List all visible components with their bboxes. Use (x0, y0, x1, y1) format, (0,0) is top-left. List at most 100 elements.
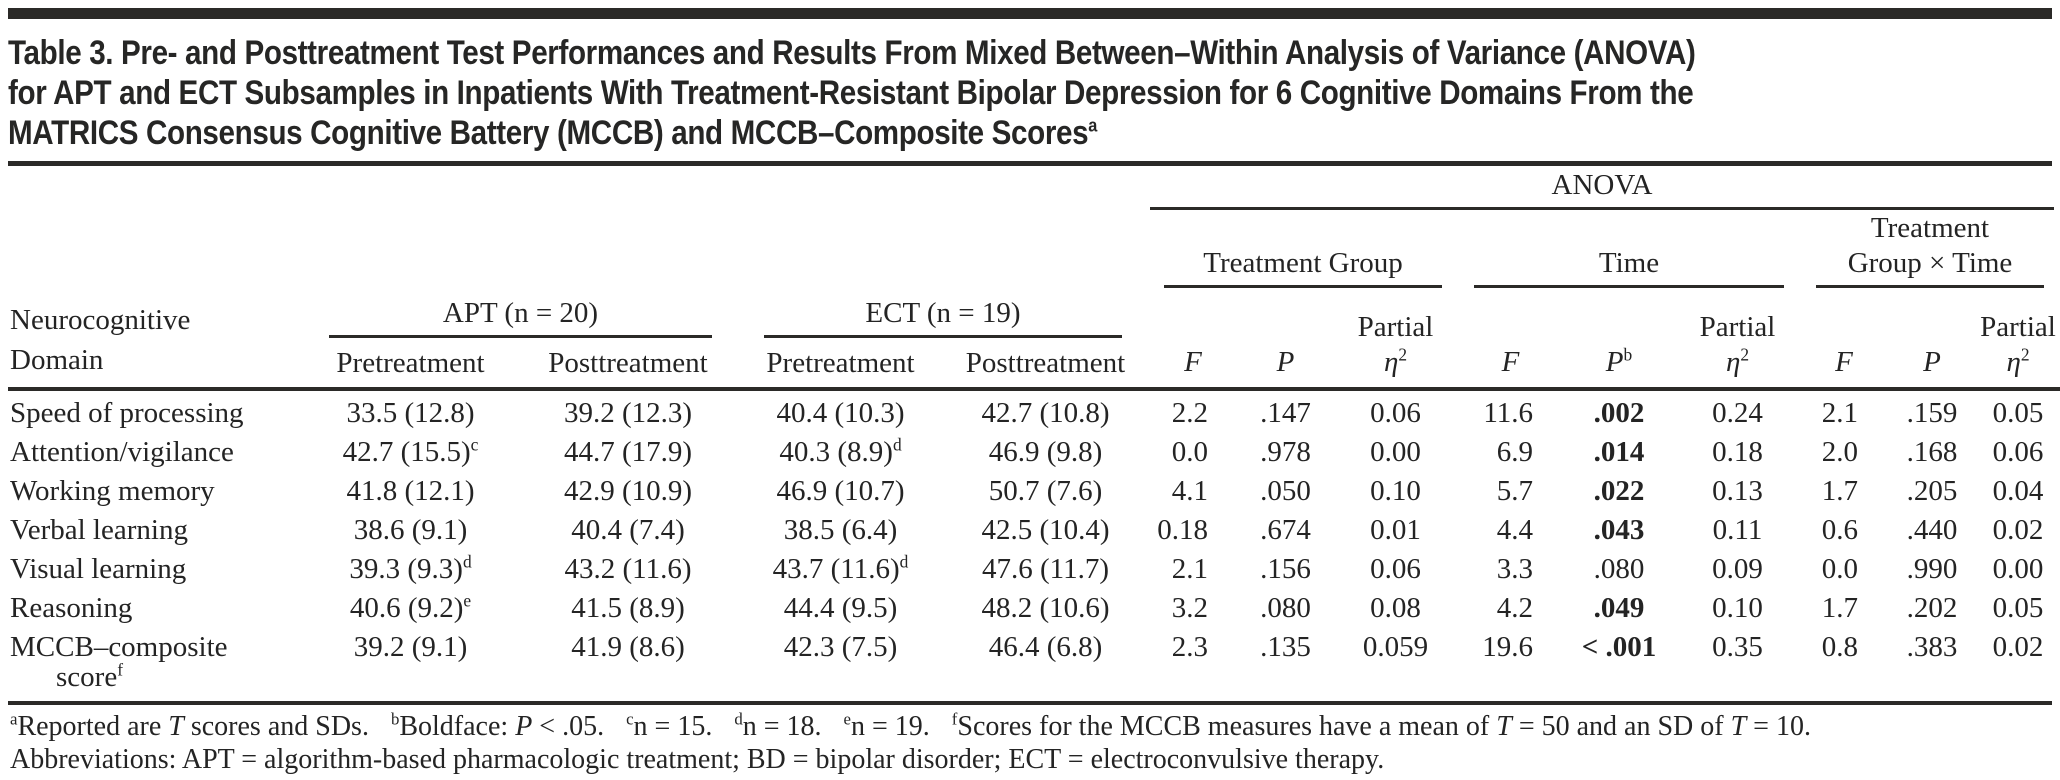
domain-cell: Verbal learning (10, 514, 188, 546)
time-spanner: Time (1458, 210, 1800, 288)
apt-pre-cell: 33.5 (12.8) (303, 387, 518, 433)
time-p-cell: < .001 (1581, 631, 1657, 663)
tg-eta-cell: 0.06 (1370, 553, 1421, 585)
time-f-cell: 4.2 (1496, 592, 1533, 624)
tg-p-cell: .050 (1260, 475, 1311, 507)
tg-f-cell: 2.3 (1171, 631, 1208, 663)
footnotes: aReported are T scores and SDs. bBoldfac… (8, 710, 2052, 776)
results-table: ANOVA Treatment Group Time Treatment Gro… (8, 166, 2060, 697)
footnote-c: cn = 15. (626, 709, 713, 742)
title-line-2: for APT and ECT Subsamples in Inpatients… (8, 74, 1694, 112)
row-working-memory: Working memory 41.8 (12.1) 42.9 (10.9) 4… (8, 472, 2060, 511)
gx-eta-cell: 0.04 (1992, 475, 2044, 507)
footnote-d: dn = 18. (734, 709, 822, 742)
tg-f-cell: 2.2 (1148, 387, 1238, 433)
apt-pre-cell: 39.2 (9.1) (353, 631, 468, 663)
gx-p-cell: .159 (1888, 387, 1976, 433)
time-p-cell: .080 (1593, 553, 1645, 585)
gx-p-cell: .205 (1906, 475, 1958, 507)
time-p-cell: .014 (1593, 436, 1645, 468)
apt-post-cell: 40.4 (7.4) (571, 514, 685, 546)
ect-post-cell: 48.2 (10.6) (981, 592, 1110, 624)
effect-spanner-row: Treatment Group Time Treatment Group × T… (8, 210, 2060, 288)
tg-f-cell: 0.18 (1157, 514, 1208, 546)
time-f-header: F (1501, 346, 1520, 378)
ect-pre-cell: 46.9 (10.7) (776, 475, 905, 507)
domain-cell: Working memory (10, 475, 215, 507)
ect-pre-cell: 43.7 (11.6)d (772, 551, 909, 585)
ect-pre-cell: 44.4 (9.5) (783, 592, 898, 624)
footnote-a: aReported are T scores and SDs. (10, 709, 369, 742)
anova-spanner: ANOVA (1148, 166, 2060, 210)
tg-f-header: F (1184, 346, 1202, 378)
apt-pre-cell: 40.6 (9.2)e (349, 590, 472, 624)
apt-post-cell: 41.5 (8.9) (571, 592, 685, 624)
apt-post-cell: 44.7 (17.9) (563, 436, 693, 468)
domain-column-header: Neurocognitive Domain (10, 304, 191, 376)
gx-p-cell: .990 (1906, 553, 1958, 585)
header-spacer (8, 210, 1148, 288)
tg-p-cell: .674 (1260, 514, 1311, 546)
apt-pre-cell: 42.7 (15.5)c (342, 434, 479, 468)
header-spacer (8, 166, 1148, 210)
apt-post-cell: 42.9 (10.9) (563, 475, 693, 507)
title-line-3: MATRICS Consensus Cognitive Battery (MCC… (8, 114, 1097, 152)
ect-pre-cell: 40.4 (10.3) (738, 387, 943, 433)
tg-f-cell: 0.0 (1171, 436, 1208, 468)
table-body: Speed of processing 33.5 (12.8) 39.2 (12… (8, 387, 2060, 697)
ect-posttreatment-header: Posttreatment (965, 347, 1126, 379)
time-f-cell: 11.6 (1458, 387, 1563, 433)
title-rule (8, 161, 2052, 166)
gx-f-cell: 1.7 (1821, 475, 1858, 507)
tg-p-cell: .978 (1260, 436, 1311, 468)
footnote-line-1: aReported are T scores and SDs. bBoldfac… (10, 710, 2050, 743)
domain-cell: Attention/vigilance (10, 436, 234, 468)
tg-eta-cell: 0.08 (1370, 592, 1421, 624)
tg-p-cell: .156 (1260, 553, 1311, 585)
ect-pre-cell: 42.3 (7.5) (783, 631, 898, 663)
top-rule (8, 8, 2052, 19)
gx-f-cell: 0.6 (1821, 514, 1858, 546)
gx-f-cell: 0.8 (1821, 631, 1858, 663)
time-eta-cell: 0.11 (1712, 514, 1763, 546)
time-eta-cell: 0.18 (1712, 436, 1763, 468)
gx-p-cell: .168 (1906, 436, 1958, 468)
tg-p-cell: .147 (1238, 387, 1333, 433)
gx-f-cell: 0.0 (1821, 553, 1858, 585)
ect-spanner: ECT (n = 19) (738, 288, 1148, 338)
time-p-cell: .043 (1593, 514, 1645, 546)
gx-f-cell: 2.1 (1800, 387, 1888, 433)
apt-post-cell: 41.9 (8.6) (571, 631, 685, 663)
gx-f-cell: 1.7 (1821, 592, 1858, 624)
apt-pre-cell: 39.3 (9.3)d (349, 551, 472, 585)
gx-eta-cell: 0.05 (1992, 592, 2044, 624)
tg-p-header: P (1276, 346, 1295, 378)
time-p-header: Pb (1605, 344, 1633, 378)
row-mccb-composite-score: MCCB–composite scoref 39.2 (9.1) 41.9 (8… (8, 628, 2060, 697)
footnote-e: en = 19. (843, 709, 930, 742)
gx-eta-cell: 0.06 (1992, 436, 2044, 468)
row-visual-learning: Visual learning 39.3 (9.3)d 43.2 (11.6) … (8, 550, 2060, 589)
tg-eta-cell: 0.059 (1362, 631, 1429, 663)
time-f-cell: 3.3 (1496, 553, 1533, 585)
gx-f-header: F (1835, 346, 1853, 378)
ect-post-cell: 46.9 (9.8) (988, 436, 1103, 468)
time-eta-cell: 0.10 (1712, 592, 1763, 624)
group-spanner-row: Neurocognitive Domain APT (n = 20) ECT (… (8, 288, 2060, 378)
tg-f-cell: 3.2 (1171, 592, 1208, 624)
gx-eta-cell: 0.00 (1992, 553, 2044, 585)
ect-post-cell: 50.7 (7.6) (988, 475, 1103, 507)
tg-f-cell: 4.1 (1171, 475, 1208, 507)
tg-eta-cell: 0.00 (1370, 436, 1421, 468)
tg-p-cell: .135 (1260, 631, 1311, 663)
treatment-group-spanner: Treatment Group (1148, 210, 1458, 288)
tg-p-cell: .080 (1260, 592, 1311, 624)
time-f-cell: 19.6 (1482, 631, 1533, 663)
row-speed-of-processing: Speed of processing 33.5 (12.8) 39.2 (12… (8, 387, 2060, 433)
time-f-cell: 6.9 (1496, 436, 1533, 468)
ect-pretreatment-header: Pretreatment (766, 347, 915, 379)
time-eta-cell: 0.35 (1712, 631, 1763, 663)
footnote-b: bBoldface: P < .05. (390, 709, 605, 742)
pre-post-header-row: Pretreatment Posttreatment Pretreatment … (8, 338, 2060, 389)
